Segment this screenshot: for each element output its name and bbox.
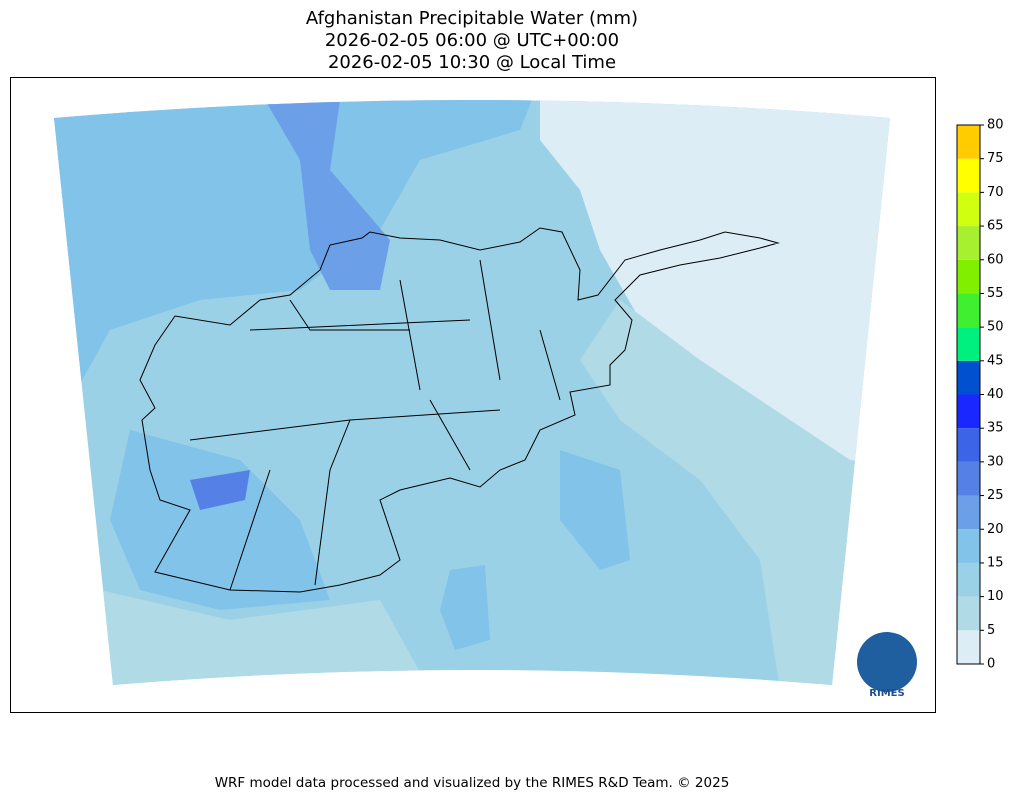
- colorbar-segment: [957, 360, 980, 395]
- colorbar-segment: [957, 192, 980, 227]
- field-region: [580, 300, 890, 685]
- title-line: 2026-02-05 06:00 @ UTC+00:00: [325, 30, 619, 51]
- colorbar-tick-label: 35: [987, 421, 1004, 436]
- colorbar-tick-label: 5: [987, 623, 995, 638]
- field-region: [110, 430, 330, 610]
- colorbar-segment: [957, 630, 980, 664]
- colorbar-tick-label: 25: [987, 488, 1004, 503]
- colorbar-segment: [957, 428, 980, 462]
- colorbar-tick-label: 55: [987, 286, 1004, 301]
- colorbar-tick-label: 70: [987, 185, 1004, 200]
- colorbar-segment: [957, 529, 980, 563]
- field-region: [540, 100, 890, 470]
- colorbar-tick-label: 20: [987, 522, 1004, 537]
- colorbar-tick-label: 15: [987, 555, 1004, 570]
- field-region: [54, 100, 540, 420]
- logo-text: RIMES: [869, 688, 904, 699]
- colorbar-segment: [957, 327, 980, 361]
- colorbar-tick-label: 10: [987, 589, 1004, 604]
- colorbar: 0 5 10 15 20 25 30 35 40 45 50 55 60 65 70 75 80: [956, 118, 1004, 672]
- country-border: [139, 227, 780, 593]
- colorbar-segment: [957, 394, 980, 429]
- colorbar-tick-label: 45: [987, 353, 1004, 368]
- colorbar-segment: [957, 259, 980, 294]
- field-region: [440, 565, 490, 650]
- map-frame: [10, 77, 936, 713]
- colorbar-segment: [957, 125, 980, 159]
- colorbar-tick-label: 75: [987, 151, 1004, 166]
- field-region: [265, 100, 390, 290]
- province-border: [189, 259, 561, 591]
- title-line: Afghanistan Precipitable Water (mm): [306, 8, 638, 29]
- colorbar-segment: [957, 495, 980, 530]
- colorbar-tick-label: 80: [987, 118, 1004, 133]
- title-line: 2026-02-05 10:30 @ Local Time: [328, 52, 616, 73]
- colorbar-tick-label: 40: [987, 387, 1004, 402]
- colorbar-segment: [957, 226, 980, 260]
- field-region: [190, 470, 250, 510]
- field-region: [560, 450, 630, 570]
- colorbar-tick-label: 60: [987, 252, 1004, 267]
- map-field: [54, 100, 890, 685]
- footer: WRF model data processed and visualized …: [215, 775, 730, 791]
- logo-emblem: [857, 632, 917, 692]
- colorbar-tick-label: 50: [987, 320, 1004, 335]
- colorbar-segment: [957, 158, 980, 193]
- colorbar-segment: [957, 596, 980, 631]
- colorbar-tick-label: 30: [987, 454, 1004, 469]
- colorbar-tick-label: 65: [987, 219, 1004, 234]
- colorbar-segment: [957, 293, 980, 328]
- colorbar-segment: [957, 562, 980, 597]
- colorbar-tick-label: 0: [987, 657, 995, 672]
- colorbar-segment: [957, 461, 980, 496]
